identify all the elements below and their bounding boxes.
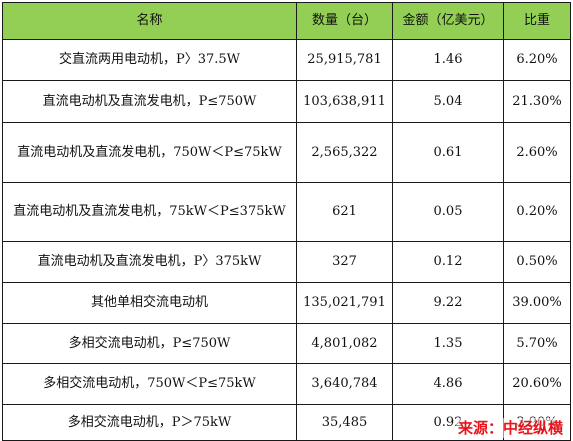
header-quantity: 数量（台）: [296, 2, 393, 40]
cell-name: 其他单相交流电动机: [2, 282, 297, 324]
cell-name: 多相交流电动机，P≤750W: [2, 323, 297, 364]
cell-amount: 1.46: [392, 39, 504, 81]
table-row: 直流电动机及直流发电机，P≤750W 103,638,911 5.04 21.3…: [2, 80, 571, 123]
cell-share: 39.00%: [503, 282, 571, 324]
table-row: 多相交流电动机，P≤750W 4,801,082 1.35 5.70%: [2, 323, 571, 364]
table-header: 名称 数量（台） 金额（亿美元） 比重: [2, 2, 571, 40]
header-row: 名称 数量（台） 金额（亿美元） 比重: [2, 2, 571, 40]
table-row: 交直流两用电动机，P〉37.5W 25,915,781 1.46 6.20%: [2, 39, 571, 81]
cell-share: 20.60%: [503, 363, 571, 405]
cell-share: 2.60%: [503, 122, 571, 183]
table-body: 交直流两用电动机，P〉37.5W 25,915,781 1.46 6.20% 直…: [2, 39, 571, 441]
header-amount: 金额（亿美元）: [392, 2, 504, 40]
cell-quantity: 621: [296, 182, 393, 242]
cell-amount: 1.35: [392, 323, 504, 364]
cell-amount: 9.22: [392, 282, 504, 324]
cell-quantity: 327: [296, 241, 393, 283]
table-row: 其他单相交流电动机 135,021,791 9.22 39.00%: [2, 282, 571, 324]
header-name: 名称: [2, 2, 297, 40]
table-row: 直流电动机及直流发电机，750W＜P≤75kW 2,565,322 0.61 2…: [2, 122, 571, 183]
cell-name: 交直流两用电动机，P〉37.5W: [2, 39, 297, 81]
cell-name: 多相交流电动机，750W＜P≤75kW: [2, 363, 297, 405]
cell-amount: 0.61: [392, 122, 504, 183]
table-row: 直流电动机及直流发电机，P〉375kW 327 0.12 0.50%: [2, 241, 571, 283]
cell-name: 多相交流电动机，P＞75kW: [2, 404, 297, 441]
cell-share: 6.20%: [503, 39, 571, 81]
cell-name: 直流电动机及直流发电机，75kW＜P≤375kW: [2, 182, 297, 242]
cell-amount: 0.05: [392, 182, 504, 242]
source-watermark: 来源：中经纵横: [455, 418, 565, 438]
table-row: 直流电动机及直流发电机，75kW＜P≤375kW 621 0.05 0.20%: [2, 182, 571, 242]
cell-quantity: 2,565,322: [296, 122, 393, 183]
cell-amount: 5.04: [392, 80, 504, 123]
cell-quantity: 3,640,784: [296, 363, 393, 405]
cell-quantity: 135,021,791: [296, 282, 393, 324]
cell-amount: 0.12: [392, 241, 504, 283]
cell-amount: 4.86: [392, 363, 504, 405]
table-row: 多相交流电动机，750W＜P≤75kW 3,640,784 4.86 20.60…: [2, 363, 571, 405]
cell-share: 0.50%: [503, 241, 571, 283]
cell-share: 5.70%: [503, 323, 571, 364]
cell-quantity: 35,485: [296, 404, 393, 441]
cell-name: 直流电动机及直流发电机，750W＜P≤75kW: [2, 122, 297, 183]
cell-name: 直流电动机及直流发电机，P〉375kW: [2, 241, 297, 283]
cell-quantity: 103,638,911: [296, 80, 393, 123]
header-share: 比重: [503, 2, 571, 40]
cell-share: 0.20%: [503, 182, 571, 242]
cell-quantity: 25,915,781: [296, 39, 393, 81]
cell-name: 直流电动机及直流发电机，P≤750W: [2, 80, 297, 123]
cell-share: 21.30%: [503, 80, 571, 123]
cell-quantity: 4,801,082: [296, 323, 393, 364]
